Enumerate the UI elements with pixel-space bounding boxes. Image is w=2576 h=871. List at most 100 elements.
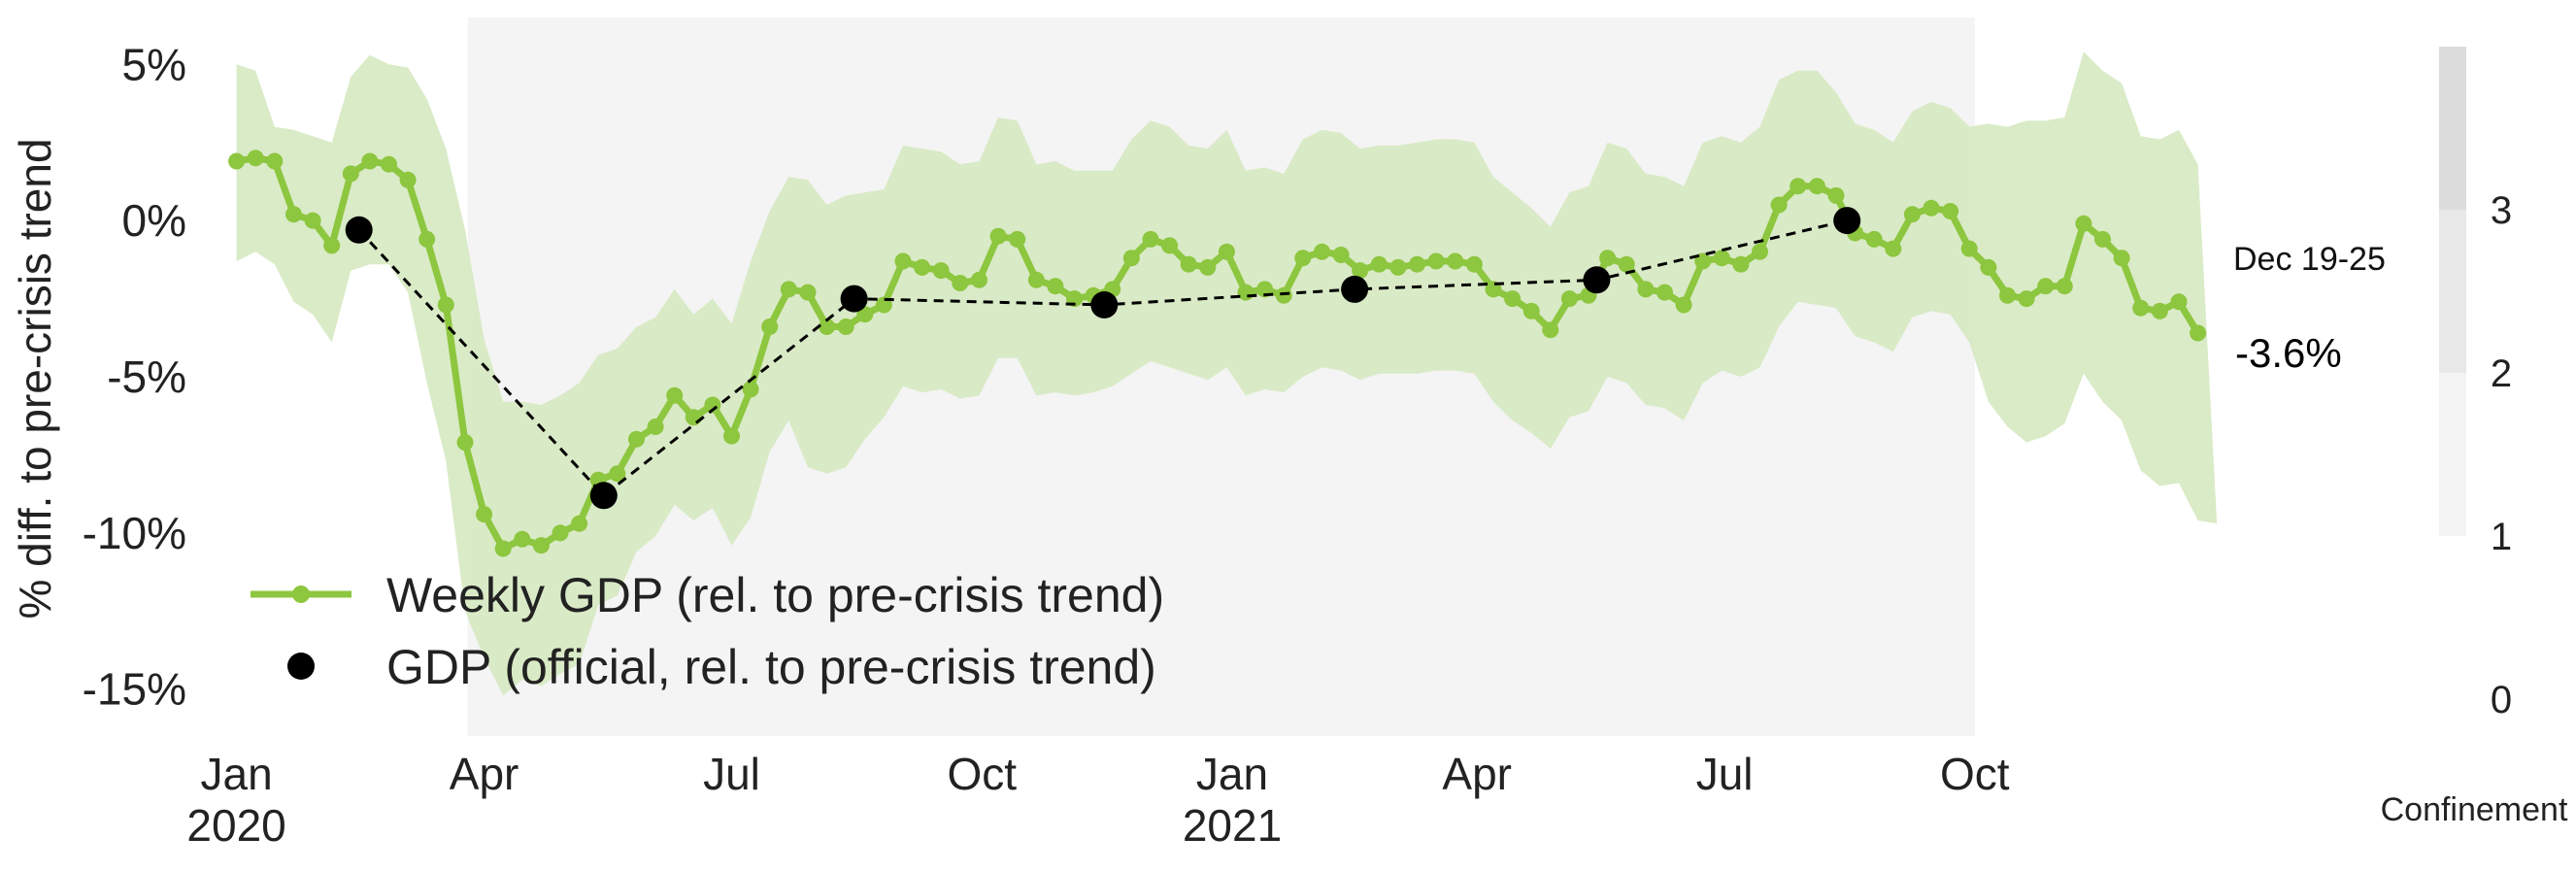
- confinement-colorbar: 0 1 2 3: [2439, 47, 2512, 721]
- weekly-gdp-point: [1637, 281, 1655, 298]
- colorbar-tick-label: 0: [2491, 679, 2512, 721]
- weekly-gdp-point: [1999, 286, 2016, 304]
- weekly-gdp-point: [1447, 252, 1464, 270]
- y-tick-label: 5%: [122, 39, 186, 89]
- weekly-gdp-point: [742, 381, 759, 398]
- weekly-gdp-point: [1903, 206, 1921, 223]
- official-gdp-point: [589, 482, 618, 510]
- weekly-gdp-point: [819, 318, 836, 335]
- weekly-gdp-point: [989, 227, 1007, 245]
- weekly-gdp-point: [437, 296, 454, 314]
- weekly-gdp-point: [1237, 284, 1255, 301]
- weekly-gdp-point: [2151, 302, 2168, 319]
- weekly-gdp-point: [1713, 250, 1730, 267]
- legend-swatch-official-marker: [287, 653, 315, 680]
- last-week-annotation: Dec 19-25: [2233, 241, 2386, 278]
- y-tick-label: -10%: [83, 508, 186, 558]
- weekly-gdp-point: [1865, 230, 1883, 248]
- weekly-gdp-point: [837, 318, 854, 335]
- legend-swatch-weekly-marker: [292, 586, 310, 603]
- weekly-gdp-point: [2132, 299, 2150, 317]
- x-tick-label: Oct: [1940, 749, 2010, 799]
- weekly-gdp-point: [1942, 203, 1959, 219]
- weekly-gdp-point: [2075, 215, 2092, 232]
- x-tick-year-label: 2020: [186, 800, 285, 851]
- x-tick-label: Jan: [1196, 749, 1268, 799]
- weekly-gdp-point: [1656, 284, 1673, 301]
- weekly-gdp-point: [1294, 250, 1312, 267]
- weekly-gdp-point: [399, 171, 417, 188]
- weekly-gdp-point: [2170, 293, 2188, 311]
- official-gdp-point: [1583, 266, 1611, 294]
- weekly-gdp-point: [1027, 271, 1045, 288]
- weekly-gdp-point: [1980, 258, 1997, 276]
- weekly-gdp-point: [1275, 286, 1292, 304]
- weekly-gdp-point: [1427, 252, 1445, 270]
- weekly-gdp-point: [2018, 290, 2035, 308]
- weekly-gdp-point: [2113, 250, 2130, 267]
- colorbar-tick-label: 1: [2491, 516, 2512, 558]
- weekly-gdp-point: [914, 258, 931, 276]
- weekly-gdp-point: [666, 386, 684, 404]
- confidence-band: [236, 51, 2218, 696]
- official-gdp-point: [1341, 275, 1369, 303]
- official-gdp-point: [840, 285, 868, 313]
- weekly-gdp-point: [476, 506, 493, 523]
- weekly-gdp-point: [1770, 196, 1788, 214]
- official-gdp-point: [1090, 291, 1119, 318]
- weekly-gdp-point: [1180, 255, 1197, 273]
- colorbar-tick-label: 2: [2491, 352, 2512, 395]
- weekly-gdp-point: [418, 230, 436, 248]
- legend-entry-weekly: Weekly GDP (rel. to pre-crisis trend): [251, 568, 1164, 622]
- weekly-gdp-point: [1599, 250, 1617, 267]
- weekly-gdp-point: [2094, 230, 2111, 248]
- legend-entry-official: GDP (official, rel. to pre-crisis trend): [287, 640, 1156, 694]
- legend: Weekly GDP (rel. to pre-crisis trend) GD…: [251, 568, 1164, 694]
- weekly-gdp-point: [1142, 230, 1159, 248]
- weekly-gdp-point: [1827, 186, 1845, 204]
- weekly-gdp-point: [2190, 324, 2207, 342]
- colorbar-segment: [2439, 47, 2466, 210]
- official-gdp-point: [1833, 207, 1861, 235]
- weekly-gdp-point: [952, 275, 969, 291]
- weekly-gdp-point: [971, 271, 987, 288]
- weekly-gdp-point: [1122, 250, 1140, 267]
- weekly-gdp-point: [532, 537, 550, 554]
- y-tick-label: -15%: [83, 664, 186, 715]
- weekly-gdp-point: [228, 152, 246, 170]
- colorbar-segment: [2439, 536, 2466, 699]
- weekly-gdp-point: [2056, 278, 2073, 295]
- weekly-gdp-point: [704, 396, 721, 414]
- weekly-gdp-point: [723, 427, 740, 445]
- y-tick-label: -5%: [107, 352, 186, 402]
- weekly-gdp-point: [609, 465, 626, 483]
- weekly-gdp-point: [342, 165, 359, 183]
- weekly-gdp-point: [1218, 243, 1235, 260]
- weekly-gdp-point: [1542, 321, 1559, 339]
- weekly-gdp-point: [1752, 243, 1768, 260]
- weekly-gdp-point: [323, 237, 341, 254]
- colorbar-segment: [2439, 210, 2466, 373]
- weekly-gdp-point: [1314, 243, 1330, 260]
- weekly-gdp-point: [1409, 255, 1425, 273]
- x-tick-label: Oct: [948, 749, 1018, 799]
- weekly-gdp-series: [228, 150, 2207, 557]
- x-tick-label: Jan: [201, 749, 273, 799]
- weekly-gdp-point: [381, 155, 397, 173]
- weekly-gdp-point: [799, 284, 817, 301]
- weekly-gdp-point: [494, 540, 512, 557]
- x-tick-label: Apr: [450, 749, 519, 799]
- weekly-gdp-point: [1370, 255, 1388, 273]
- weekly-gdp-point: [1808, 178, 1825, 195]
- legend-label-weekly: Weekly GDP (rel. to pre-crisis trend): [386, 568, 1164, 622]
- colorbar-label: Confinement: [2381, 791, 2568, 828]
- x-tick-label: Jul: [1696, 749, 1754, 799]
- weekly-gdp-point: [761, 318, 779, 335]
- weekly-gdp-point: [1009, 230, 1026, 248]
- weekly-gdp-point: [514, 530, 531, 548]
- weekly-gdp-point: [1522, 302, 1540, 319]
- weekly-gdp-point: [685, 409, 702, 426]
- weekly-gdp-point: [1332, 247, 1350, 263]
- weekly-gdp-point: [932, 262, 950, 280]
